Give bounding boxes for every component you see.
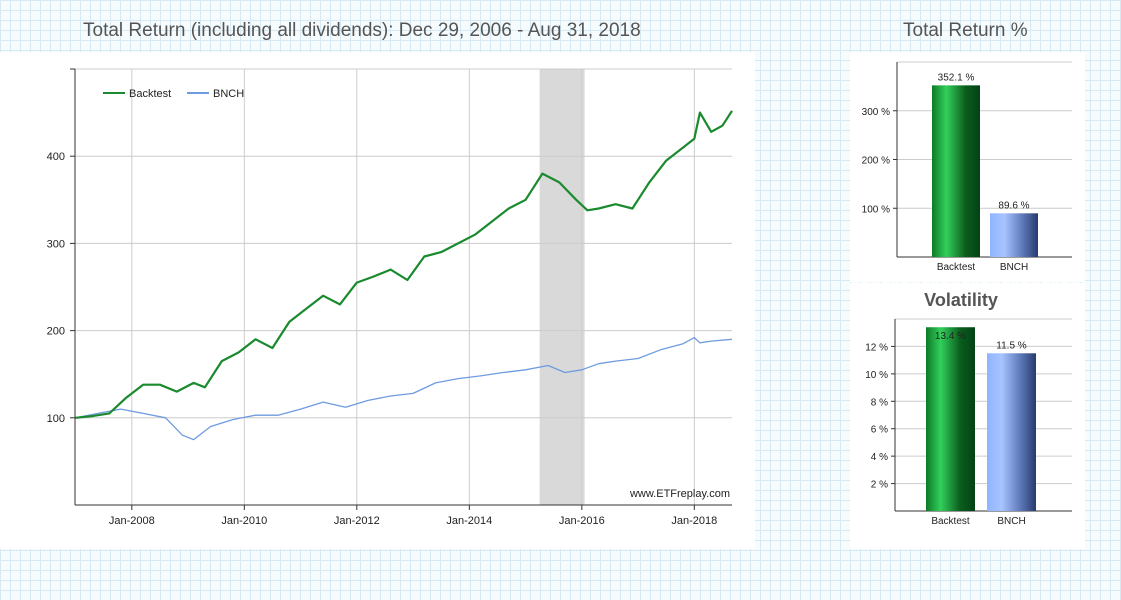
bar-value-label: 89.6 % xyxy=(998,200,1029,211)
x-tick-label: Jan-2012 xyxy=(334,515,380,527)
series-line-backtest xyxy=(75,110,733,419)
bar-value-label: 13.4 % xyxy=(935,331,966,342)
y-tick-label: 200 % xyxy=(862,156,890,167)
volatility-title: Volatility xyxy=(924,290,998,310)
series-line-bnch xyxy=(75,336,733,441)
legend-label: BNCH xyxy=(213,88,244,100)
legend-label: Backtest xyxy=(129,88,171,100)
x-tick-label: Jan-2016 xyxy=(559,515,605,527)
y-tick-label: 12 % xyxy=(865,342,888,353)
bar-bnch xyxy=(987,353,1036,511)
bar-value-label: 352.1 % xyxy=(938,72,975,83)
x-tick-label: Jan-2018 xyxy=(671,515,717,527)
bar-bnch xyxy=(990,213,1038,257)
main-chart-title: Total Return (including all dividends): … xyxy=(83,20,641,41)
volatility-bar-chart: 2 % 4 % 6 % 8 % 10 % 12 % 13.4 % Backtest 11.5 %… xyxy=(865,290,1072,527)
bar-backtest xyxy=(926,327,975,511)
volatility-bar-panel: 2 % 4 % 6 % 8 % 10 % 12 % 13.4 % Backtest 11.5 %… xyxy=(850,283,1085,549)
bar-value-label: 11.5 % xyxy=(996,340,1026,351)
x-tick-label: BNCH xyxy=(1000,262,1028,273)
y-tick-label: 8 % xyxy=(871,397,888,408)
y-tick-label: 200 xyxy=(47,326,65,338)
y-tick-label: 2 % xyxy=(871,480,888,491)
y-tick-label: 6 % xyxy=(871,425,888,436)
x-tick-label: BNCH xyxy=(997,516,1025,527)
x-tick-label: Jan-2014 xyxy=(446,515,492,527)
x-tick-label: Jan-2008 xyxy=(109,515,155,527)
total-return-bar-chart: 100 % 200 % 300 % 352.1 % Backtest 89.6 % BNCH xyxy=(862,61,1072,273)
y-tick-label: 400 xyxy=(47,151,65,163)
total-return-bar-panel: 100 % 200 % 300 % 352.1 % Backtest 89.6 % BNCH xyxy=(850,52,1085,282)
y-tick-label: 10 % xyxy=(865,370,888,381)
x-tick-label: Jan-2010 xyxy=(221,515,267,527)
y-tick-label: 300 % xyxy=(862,107,890,118)
y-tick-label: 4 % xyxy=(871,452,888,463)
total-return-line-chart: 100 200 300 400 Jan-2008 Jan-2010 Jan-2012 Jan-… xyxy=(47,68,733,527)
total-return-title: Total Return % xyxy=(903,20,1028,41)
y-tick-label: 100 % xyxy=(862,204,890,215)
y-tick-label: 100 xyxy=(47,413,65,425)
highlight-region xyxy=(539,69,585,505)
watermark-text: www.ETFreplay.com xyxy=(629,488,730,500)
main-chart-panel: 100 200 300 400 Jan-2008 Jan-2010 Jan-2012 Jan-… xyxy=(0,52,755,549)
bar-backtest xyxy=(932,85,980,257)
y-tick-label: 300 xyxy=(47,238,65,250)
x-tick-label: Backtest xyxy=(937,262,976,273)
x-tick-label: Backtest xyxy=(931,516,970,527)
